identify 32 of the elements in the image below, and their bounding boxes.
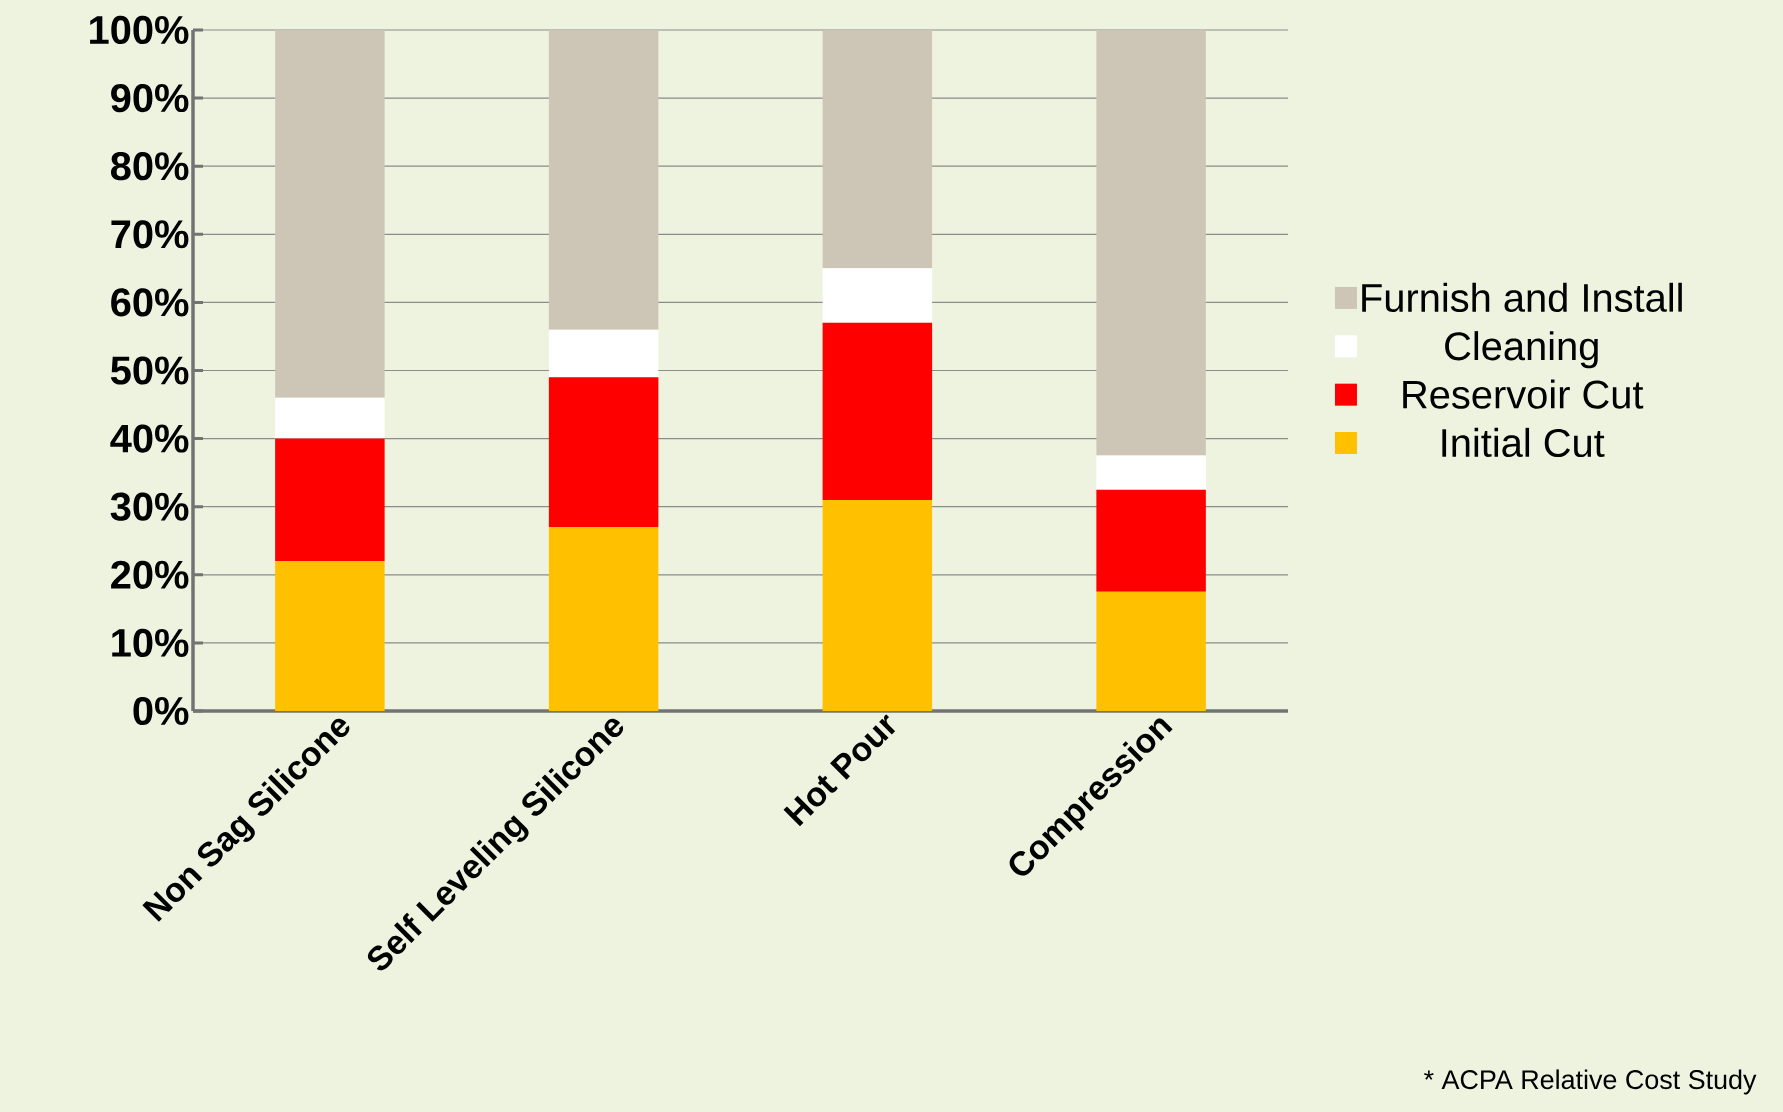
bar — [548, 377, 659, 528]
bar — [275, 397, 385, 439]
bar — [822, 29, 933, 269]
legend-label: Furnish and Install — [1362, 282, 1682, 313]
y-tick-label: 90% — [111, 83, 189, 113]
bar — [275, 29, 385, 398]
bar — [275, 561, 385, 711]
y-tick-label: 60% — [111, 288, 189, 317]
bar — [822, 322, 933, 500]
y-tick-label: 30% — [110, 492, 189, 521]
bar — [822, 268, 933, 323]
bar — [548, 29, 659, 330]
y-tick-label: 50% — [110, 356, 189, 385]
bar — [548, 527, 659, 711]
legend-label: Initial Cut — [1442, 427, 1605, 458]
y-tick-label: 70% — [111, 220, 189, 249]
bar — [1096, 489, 1206, 592]
bar — [1096, 591, 1206, 711]
bar — [1096, 29, 1206, 456]
bar — [275, 438, 385, 562]
bar — [822, 499, 933, 711]
y-tick-label: 40% — [110, 424, 189, 453]
legend-label: Reservoir Cut — [1403, 379, 1644, 409]
legend-label: Cleaning — [1445, 331, 1598, 369]
y-tick-label: 10% — [112, 628, 189, 657]
y-tick-label: 100% — [90, 15, 189, 45]
y-tick-label: 20% — [111, 560, 189, 589]
y-tick-label: 80% — [110, 152, 189, 181]
text: * ACPA Relative Cost Study — [1424, 1069, 1757, 1095]
y-tick-label: 0% — [133, 696, 189, 726]
bar — [1096, 455, 1206, 490]
bar — [548, 329, 659, 378]
